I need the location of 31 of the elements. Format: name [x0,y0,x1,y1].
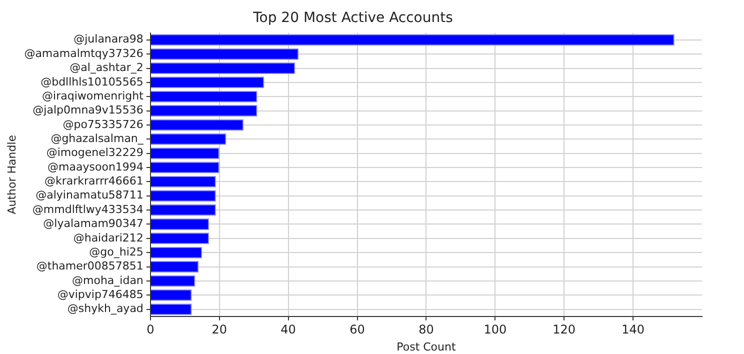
x-tick-label: 20 [212,322,228,337]
y-axis-title: Author Handle [5,134,18,214]
x-tick-label: 40 [280,322,296,337]
y-tick-label: @al_ashtar_2 [70,61,144,74]
x-tick-label: 0 [146,322,154,337]
y-tick-label: @bdllhls10105565 [40,75,144,88]
y-tick-label: @krarkrarrr46661 [44,174,144,188]
x-axis-title: Post Count [396,340,456,354]
y-tick-label: @thamer00857851 [36,260,144,273]
x-tick-label: 120 [552,322,576,337]
y-tick-label: @haidari212 [73,231,144,244]
x-tick-label: 100 [484,322,507,337]
x-tick-label: 60 [350,322,365,337]
y-tick-label: @ghazalsalman_ [50,132,144,146]
y-tick-label: @amamalmtqy37326 [24,46,144,60]
y-tick-label: @jalp0mna9v15536 [32,104,144,117]
y-tick-label: @imogenel32229 [46,146,144,160]
x-tick-label: 80 [418,322,434,337]
x-tick-label: 140 [622,322,645,337]
y-tick-label: @julanara98 [74,32,144,46]
y-tick-label: @vipvip746485 [57,288,144,301]
y-tick-label: @lyalamam90347 [43,217,144,230]
y-tick-label: @iraqiwomenright [42,89,144,102]
y-tick-label: @mmdlftlwy433534 [32,202,144,216]
chart-title: Top 20 Most Active Accounts [252,10,453,26]
y-tick-label: @go_hi25 [89,245,144,258]
y-tick-label: @maaysoon1994 [48,160,144,174]
y-tick-label: @shykh_ayad [67,302,144,316]
y-tick-label: @po75335726 [62,118,144,131]
y-tick-label: @moha_idan [72,274,144,287]
y-tick-label: @alyinamatu58711 [36,188,144,202]
